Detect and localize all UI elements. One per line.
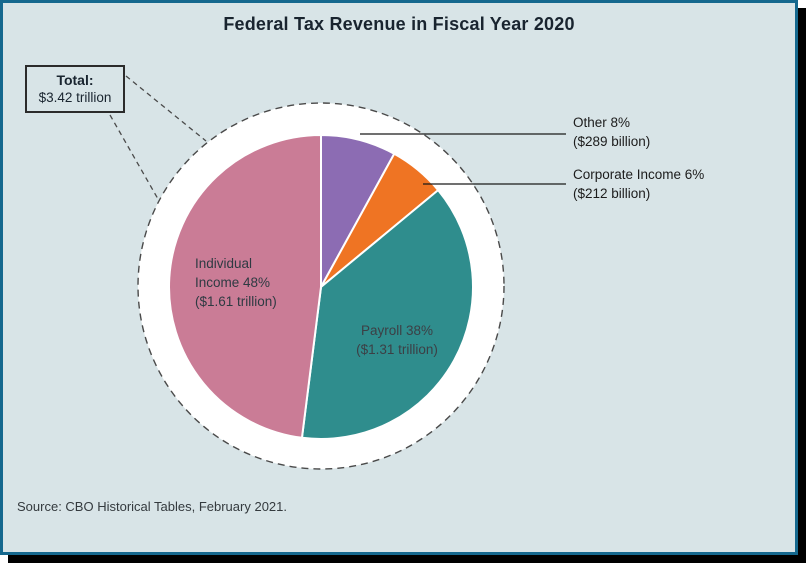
pie-slices [168,133,474,440]
label-line: Income 48% [195,275,271,290]
source-note: Source: CBO Historical Tables, February … [17,499,287,514]
chart-title: Federal Tax Revenue in Fiscal Year 2020 [223,14,575,34]
total-leader-line-bottom [109,114,159,200]
label-line: Individual [195,256,253,271]
label-line: ($1.61 trillion) [195,294,277,309]
chart-frame: Federal Tax Revenue in Fiscal Year 2020 … [0,0,798,555]
label-line: ($212 billion) [573,186,651,201]
label-line: Other 8% [573,115,631,130]
dashed-boundary-circle [137,102,505,470]
label-line: ($289 billion) [573,134,651,149]
label-individual-income: Individual Income 48% ($1.61 trillion) [195,254,277,311]
pie-chart-svg [109,75,566,470]
total-leader-line-top [125,75,207,142]
label-corporate-income: Corporate Income 6% ($212 billion) [573,165,704,203]
pie-slice-payroll [300,188,474,440]
pie-slice-individual-income [168,133,322,439]
label-payroll: Payroll 38% ($1.31 trillion) [332,321,462,359]
total-value: $3.42 trillion [38,90,112,105]
label-line: ($1.31 trillion) [356,342,438,357]
label-line: Corporate Income 6% [573,167,705,182]
label-other: Other 8% ($289 billion) [573,113,650,151]
total-label: Total: [56,72,94,88]
total-callout-box: Total: $3.42 trillion [25,65,125,113]
label-line: Payroll 38% [360,323,434,338]
